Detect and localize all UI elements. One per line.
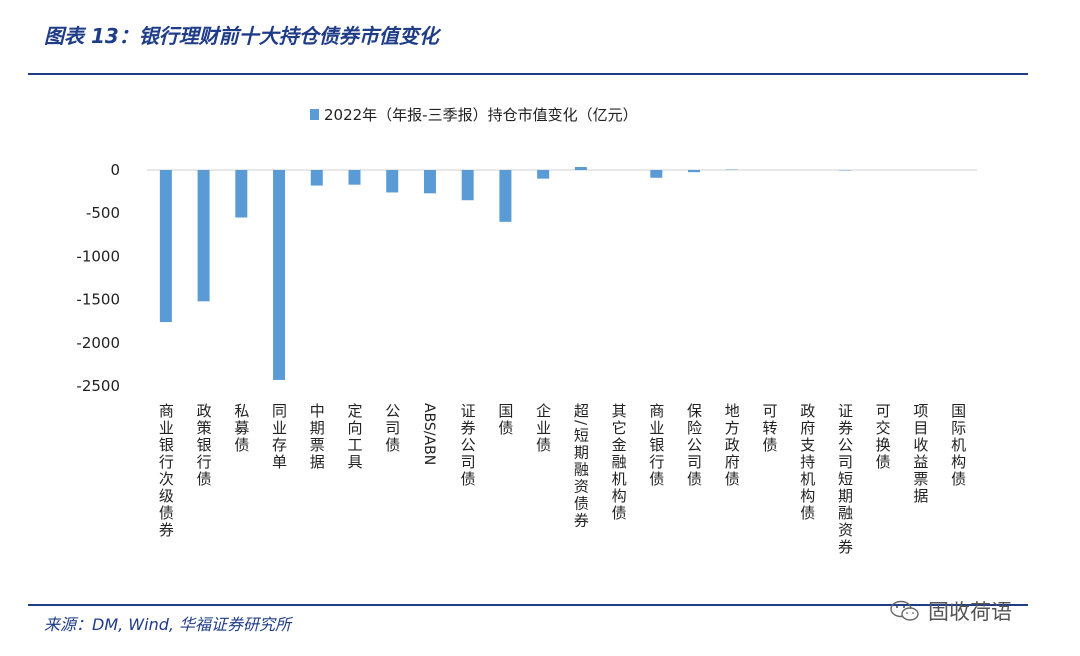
source-note: 来源：DM, Wind, 华福证券研究所	[44, 615, 292, 634]
x-tick-label: 公司债	[383, 403, 401, 454]
bar	[461, 170, 474, 201]
x-tick-label: 商业银行次级债券	[157, 403, 175, 539]
x-tick-label: 中期票据	[308, 403, 326, 471]
x-tick-label: 同业存单	[270, 403, 288, 471]
bar	[273, 170, 286, 380]
bar	[499, 170, 512, 222]
bar	[235, 170, 248, 218]
bar	[386, 170, 399, 193]
y-tick-label: 0	[110, 161, 120, 179]
x-tick-label: 证券公司短期融资券	[836, 403, 854, 556]
x-tick-label: 地方政府债	[723, 403, 741, 488]
legend: 2022年（年报-三季报）持仓市值变化（亿元）	[310, 104, 638, 124]
y-tick-label: -500	[86, 204, 120, 222]
y-tick-label: -1500	[76, 291, 120, 309]
x-tick-label: 政府支持机构债	[798, 403, 816, 522]
bar	[197, 170, 210, 302]
x-tick-label: 国债	[496, 403, 514, 437]
x-tick-label: 国际机构债	[949, 403, 967, 488]
x-tick-label: 超/短期融资债券	[572, 403, 590, 529]
y-tick-label: -2000	[76, 334, 120, 352]
legend-swatch	[310, 108, 319, 120]
bar	[159, 170, 172, 323]
bar	[348, 170, 361, 185]
watermark: 固收荷语	[890, 596, 1012, 626]
y-tick-label: -2500	[76, 377, 120, 395]
watermark-text: 固收荷语	[928, 600, 1012, 624]
title-rule	[28, 73, 1028, 75]
bar	[537, 170, 550, 179]
x-tick-label: 企业债	[534, 402, 552, 454]
legend-label: 2022年（年报-三季报）持仓市值变化（亿元）	[324, 105, 638, 124]
bar	[688, 170, 701, 173]
bar-chart: 0 -500 -1000 -1500 -2000 -2500 商业银行次级债券 政策银行债 私募…	[76, 161, 977, 556]
x-tick-label: 项目收益票据	[911, 403, 929, 505]
bar	[310, 170, 323, 186]
x-tick-label: 政策银行债	[195, 403, 213, 488]
source-rule	[28, 604, 1028, 606]
chart-title: 图表 13：银行理财前十大持仓债券市值变化	[44, 24, 439, 48]
x-tick-label: 证券公司债	[459, 403, 477, 488]
x-tick-label: 私募债	[232, 403, 250, 454]
bar	[574, 166, 587, 170]
x-tick-label: ABS/ABN	[421, 403, 437, 465]
y-tick-label: -1000	[76, 247, 120, 265]
x-tick-label: 其它金融机构债	[610, 403, 628, 522]
bar	[423, 170, 436, 194]
x-tick-label: 商业银行债	[647, 403, 665, 488]
bar	[650, 170, 663, 178]
x-tick-label: 定向工具	[346, 403, 364, 471]
x-tick-label: 可交换债	[874, 403, 892, 471]
wechat-icon	[890, 600, 919, 621]
x-tick-label: 可转债	[761, 403, 779, 454]
x-tick-label: 保险公司债	[685, 403, 703, 488]
